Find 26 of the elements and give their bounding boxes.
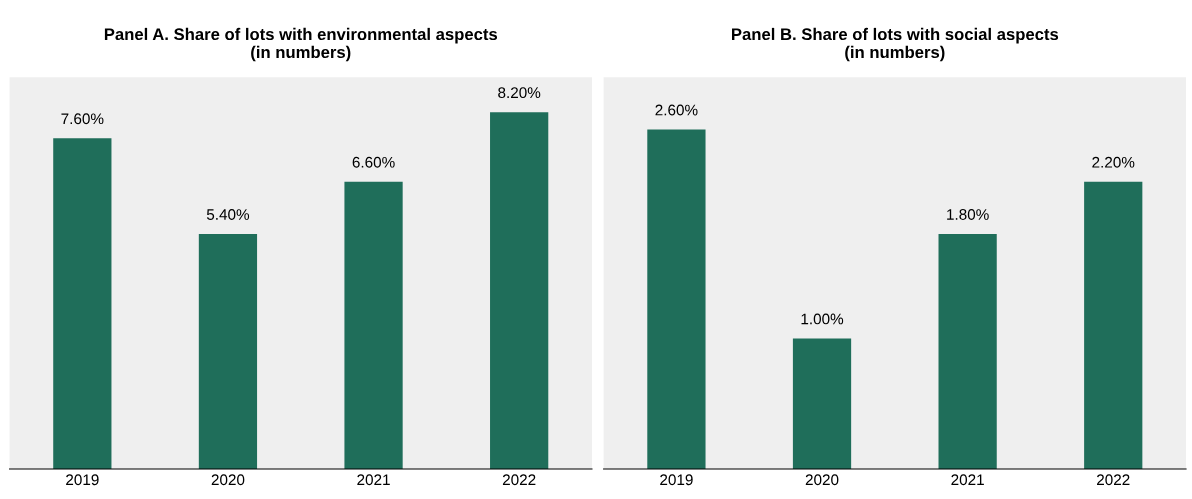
data-label: 7.60%: [61, 113, 104, 125]
data-label: 1.80%: [947, 209, 989, 220]
bar: [938, 234, 997, 470]
x-tick-label: 2021: [951, 474, 984, 486]
bar: [647, 129, 706, 470]
x-tick-label: 2019: [66, 474, 99, 486]
x-tick-label: 2020: [211, 474, 245, 486]
chart-title: Panel A. Share of lots with environmental aspects (in numbers): [104, 27, 498, 62]
data-label: 5.40%: [206, 209, 250, 220]
data-label: 8.20%: [498, 87, 541, 99]
data-label: 6.60%: [352, 156, 395, 168]
data-label: 2.60%: [655, 104, 698, 116]
bar: [1084, 181, 1143, 470]
chart-title: Panel B. Share of lots with social aspects (in numbers): [732, 27, 1059, 62]
bar: [344, 181, 403, 470]
data-label: 2.20%: [1092, 156, 1135, 168]
x-tick-label: 2020: [805, 474, 839, 486]
bar: [792, 338, 852, 470]
x-tick-label: 2019: [660, 474, 693, 486]
bar: [490, 112, 549, 470]
bar: [53, 138, 112, 470]
x-tick-label: 2022: [1097, 474, 1130, 486]
bar: [198, 234, 258, 470]
x-tick-label: 2021: [357, 474, 390, 486]
data-label: 1.00%: [801, 313, 844, 325]
x-tick-label: 2022: [502, 474, 536, 486]
